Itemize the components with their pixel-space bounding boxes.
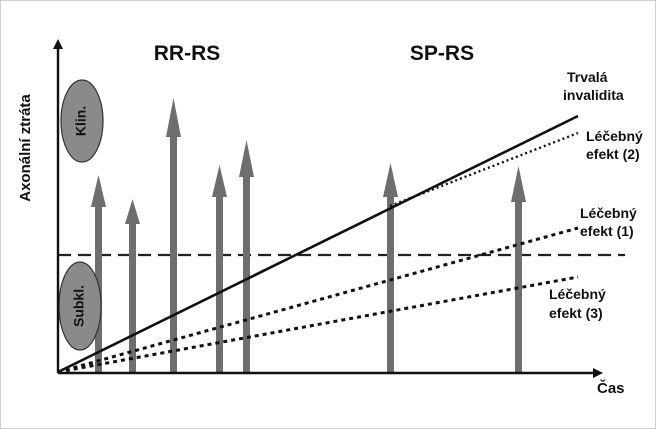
treatment-effect-3-line bbox=[57, 275, 579, 374]
relapse-arrow bbox=[212, 165, 227, 373]
relapse-arrow bbox=[125, 199, 140, 373]
treatment-effect-3-label-line2: efekt (3) bbox=[549, 305, 603, 321]
permanent-disability-line bbox=[57, 114, 579, 374]
treatment-effect-1-label-line2: efekt (1) bbox=[580, 223, 634, 239]
treatment-effect-3-label-line1: Léčebný bbox=[549, 286, 606, 302]
relapse-arrow bbox=[166, 98, 181, 373]
relapse-arrows bbox=[91, 98, 526, 373]
clinical-zone-ellipse: Klin. bbox=[60, 79, 104, 163]
phase-label-sp-rs: SP-RS bbox=[410, 42, 474, 65]
treatment-effect-2-label-line1: Léčebný bbox=[586, 128, 643, 144]
subclinical-zone-label: Subkl. bbox=[71, 285, 87, 327]
subclinical-zone-ellipse: Subkl. bbox=[58, 261, 102, 351]
permanent-disability-label-line1: Trvalá bbox=[567, 69, 608, 85]
treatment-effect-3-label: Léčebný efekt (3) bbox=[549, 286, 610, 321]
x-axis-label: Čas bbox=[597, 379, 625, 397]
treatment-effect-1-line bbox=[57, 226, 579, 374]
permanent-disability-label-line2: invalidita bbox=[563, 87, 624, 103]
treatment-effect-1-label-line1: Léčebný bbox=[580, 205, 637, 221]
treatment-effect-2-line bbox=[389, 131, 579, 208]
clinical-zone-label: Klin. bbox=[73, 106, 89, 136]
permanent-disability-label: Trvalá invalidita bbox=[563, 69, 624, 103]
treatment-effect-2-label: Léčebný efekt (2) bbox=[586, 128, 647, 162]
treatment-effect-1-label: Léčebný efekt (1) bbox=[580, 205, 641, 239]
phase-label-rr-rs: RR-RS bbox=[154, 42, 221, 65]
relapse-arrow bbox=[383, 163, 398, 373]
relapse-arrow bbox=[511, 166, 526, 373]
relapse-arrow bbox=[239, 140, 254, 373]
treatment-effect-2-label-line2: efekt (2) bbox=[586, 146, 640, 162]
y-axis-label: Axonální ztráta bbox=[17, 94, 34, 202]
